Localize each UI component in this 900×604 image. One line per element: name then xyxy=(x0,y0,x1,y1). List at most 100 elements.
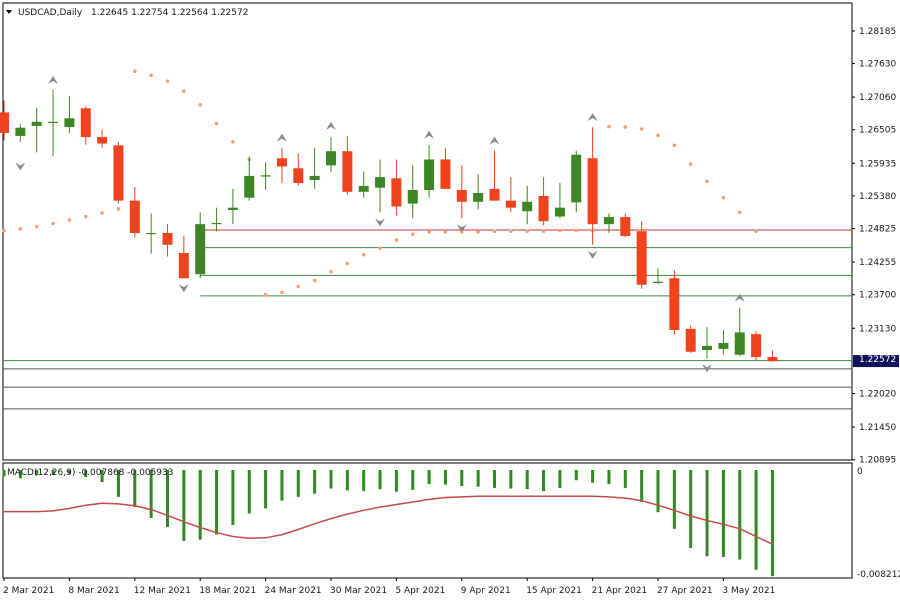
candle-body[interactable] xyxy=(309,175,320,181)
candle-body[interactable] xyxy=(620,217,631,236)
candle-body[interactable] xyxy=(767,357,778,362)
candle-body[interactable] xyxy=(260,175,271,177)
candle-body[interactable] xyxy=(162,232,173,245)
candle-body[interactable] xyxy=(64,118,75,128)
candle-body[interactable] xyxy=(407,190,418,204)
sar-dot xyxy=(231,140,235,144)
candle-body[interactable] xyxy=(653,281,663,283)
candle-body[interactable] xyxy=(375,177,386,188)
sar-dot xyxy=(133,69,137,74)
fractal-down-arrow xyxy=(587,250,598,259)
macd-label: MACD(12,26,9) -0.007868 -0.005933 xyxy=(7,468,173,478)
macd-histogram-bar xyxy=(525,470,529,490)
fractal-up-arrow xyxy=(326,121,336,130)
sar-dot xyxy=(394,238,399,242)
candle-body[interactable] xyxy=(424,159,435,191)
candle-body[interactable] xyxy=(473,192,484,202)
macd-histogram-bar xyxy=(427,470,431,485)
candle-body[interactable] xyxy=(685,328,696,352)
macd-histogram-bar xyxy=(84,470,88,478)
sar-dot xyxy=(737,210,742,215)
macd-histogram-bar xyxy=(770,470,774,577)
macd-histogram-bar xyxy=(247,470,251,514)
candle-body[interactable] xyxy=(489,188,500,201)
sar-dot xyxy=(18,227,23,231)
sar-dot xyxy=(623,125,628,129)
sar-dot xyxy=(639,127,644,131)
candle-body[interactable] xyxy=(244,175,255,198)
macd-histogram-bar xyxy=(689,470,693,548)
candle-body[interactable] xyxy=(603,217,614,225)
candle-body[interactable] xyxy=(702,345,713,351)
candle-body[interactable] xyxy=(276,158,287,167)
macd-scale-bottom: -0.008212 xyxy=(857,570,900,580)
candle-body[interactable] xyxy=(326,151,336,166)
candle-body[interactable] xyxy=(571,154,582,203)
candle-body[interactable] xyxy=(178,252,189,279)
macd-histogram-bar xyxy=(345,470,349,491)
candle-body[interactable] xyxy=(718,342,729,349)
sar-dot xyxy=(345,261,350,266)
y-tick-label: 1.25935 xyxy=(859,159,896,169)
candle-body[interactable] xyxy=(669,278,680,331)
x-tick-label: 21 Apr 2021 xyxy=(592,586,648,596)
candle-body[interactable] xyxy=(587,158,598,225)
candle-body[interactable] xyxy=(129,200,140,233)
candle-body[interactable] xyxy=(293,168,304,183)
x-tick-label: 9 Apr 2021 xyxy=(461,586,511,596)
sar-dot xyxy=(574,228,579,233)
sar-dot xyxy=(83,214,88,219)
candle-body[interactable] xyxy=(97,137,108,144)
y-tick-label: 1.21450 xyxy=(859,423,896,433)
candle-body[interactable] xyxy=(554,207,565,217)
candle-body[interactable] xyxy=(146,232,157,235)
y-tick-label: 1.26505 xyxy=(859,126,896,136)
macd-histogram-bar xyxy=(166,470,169,527)
macd-histogram-bar xyxy=(509,470,513,489)
ohlc-label: 1.22645 1.22754 1.22564 1.22572 xyxy=(91,8,248,18)
candle-body[interactable] xyxy=(440,159,451,189)
sar-dot xyxy=(182,89,186,94)
sar-dot xyxy=(410,232,415,236)
candle-body[interactable] xyxy=(636,231,647,285)
candle-body[interactable] xyxy=(538,195,549,222)
macd-histogram-bar xyxy=(754,470,758,570)
candle-body[interactable] xyxy=(358,185,369,192)
candle-body[interactable] xyxy=(0,112,9,133)
candle-body[interactable] xyxy=(734,332,745,355)
sar-dot xyxy=(558,228,562,233)
macd-histogram-bar xyxy=(362,470,366,492)
fractal-up-arrow xyxy=(489,136,500,145)
y-tick-label: 1.27060 xyxy=(859,93,896,103)
candle-body[interactable] xyxy=(391,178,402,207)
candle-body[interactable] xyxy=(505,200,516,208)
macd-histogram-bar xyxy=(656,470,660,513)
symbol-dropdown-icon[interactable] xyxy=(6,10,12,14)
sar-dot xyxy=(443,229,448,234)
candle-body[interactable] xyxy=(80,108,91,138)
candle-body[interactable] xyxy=(456,190,467,202)
candle-body[interactable] xyxy=(211,222,222,225)
x-tick-label: 2 Mar 2021 xyxy=(3,586,54,596)
candle-body[interactable] xyxy=(113,145,124,201)
macd-histogram-bar xyxy=(264,470,268,509)
candle-body[interactable] xyxy=(751,334,762,358)
candle-body[interactable] xyxy=(15,127,26,136)
macd-histogram-bar xyxy=(738,470,742,560)
fractal-up-arrow xyxy=(734,293,745,302)
candle-body[interactable] xyxy=(195,224,206,275)
candle-body[interactable] xyxy=(342,151,353,192)
sar-dot xyxy=(361,252,366,257)
macd-histogram-bar xyxy=(296,470,300,497)
macd-histogram-bar xyxy=(280,470,284,501)
sar-dot xyxy=(541,229,546,234)
macd-histogram-bar xyxy=(607,470,611,485)
candle-body[interactable] xyxy=(48,121,59,124)
candle-body[interactable] xyxy=(31,121,42,126)
candle-body[interactable] xyxy=(522,201,533,212)
y-tick-label: 1.24825 xyxy=(859,225,896,235)
candle-body[interactable] xyxy=(227,207,238,211)
sar-dot xyxy=(214,121,219,126)
